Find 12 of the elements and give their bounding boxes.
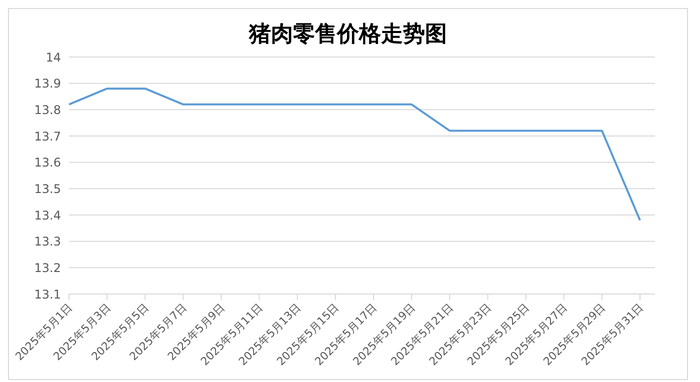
y-tick-label: 13.2 (34, 260, 61, 275)
y-tick-label: 13.8 (34, 102, 61, 117)
y-tick-label: 13.1 (34, 287, 61, 302)
y-tick-label: 13.9 (34, 76, 61, 91)
y-tick-label: 13.5 (34, 182, 61, 196)
chart-title: 猪肉零售价格走势图 (248, 21, 448, 49)
y-tick-label: 13.7 (34, 129, 61, 144)
y-tick-label: 13.6 (34, 156, 61, 170)
y-tick-label: 13.3 (34, 234, 61, 249)
y-tick-label: 13.4 (34, 208, 61, 222)
y-tick-label: 14 (46, 50, 61, 64)
line-series (68, 88, 641, 222)
